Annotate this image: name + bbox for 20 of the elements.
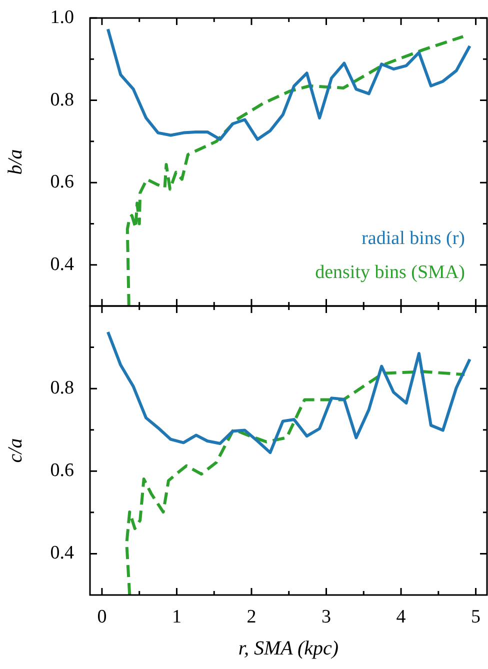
y-tick-label: 0.8 — [50, 378, 74, 399]
text: density bins (SMA) — [315, 262, 465, 283]
x-tick-label: 4 — [396, 606, 406, 628]
x-tick-label: 2 — [246, 606, 256, 628]
x-axis-title: r, SMA (kpc) — [238, 637, 339, 660]
line-series — [126, 35, 465, 306]
x-tick-label: 5 — [471, 606, 481, 628]
y-axis-title: b/a — [4, 149, 26, 175]
y-tick-label: 0.6 — [50, 172, 74, 193]
x-tick-label: 0 — [97, 606, 107, 628]
y-tick-label: 1.0 — [50, 6, 74, 28]
x-tick-label: 3 — [322, 606, 332, 628]
text: radial bins (r) — [362, 228, 465, 249]
y-axis-title: c/a — [4, 438, 26, 463]
y-tick-label: 0.6 — [50, 460, 74, 482]
y-tick-label: 0.4 — [50, 254, 74, 275]
y-tick-label: 0.8 — [50, 89, 74, 110]
x-tick-label: 1 — [172, 606, 182, 628]
line-series — [125, 370, 466, 595]
y-tick-label: 0.4 — [50, 542, 74, 564]
